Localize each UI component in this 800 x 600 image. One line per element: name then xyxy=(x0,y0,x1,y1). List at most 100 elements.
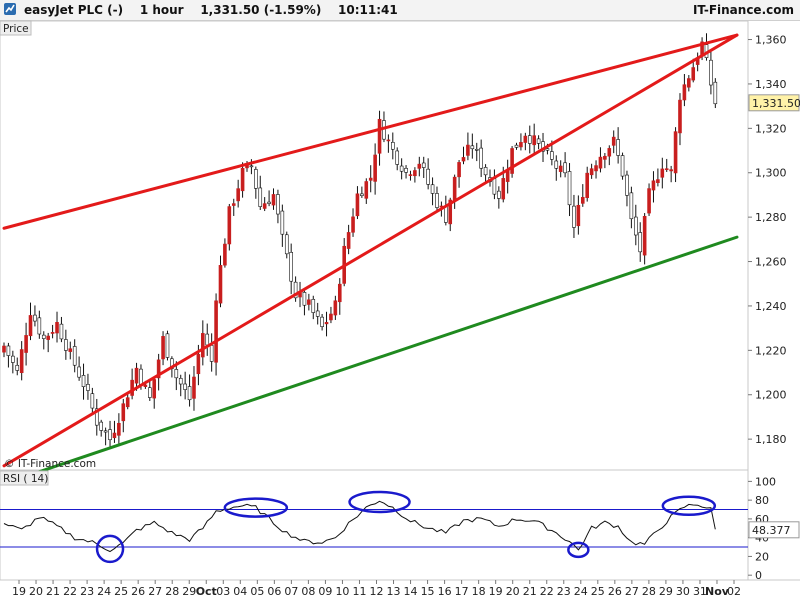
rsi-tick-label: 100 xyxy=(755,475,776,488)
price-tick-label: 1,340 xyxy=(755,78,787,91)
candle xyxy=(117,413,121,446)
time-tick-label: 09 xyxy=(318,585,332,598)
price-label-box xyxy=(0,20,32,36)
candle xyxy=(223,238,227,268)
time-tick-label: 26 xyxy=(608,585,622,598)
watermark: © IT-Finance.com xyxy=(4,458,96,470)
candle xyxy=(55,311,59,343)
chart-title-text: easyJet PLC (-) 1 hour 1,331.50 (-1.59%)… xyxy=(24,3,398,17)
rsi-value-badge: 48.377 xyxy=(752,524,791,537)
candle xyxy=(192,366,196,411)
last-price-badge-box xyxy=(748,94,800,112)
candle xyxy=(563,152,567,178)
candle xyxy=(90,387,95,415)
candle xyxy=(687,75,691,92)
candle xyxy=(532,123,536,155)
candle xyxy=(86,373,90,400)
candle xyxy=(368,165,373,193)
candle xyxy=(611,130,616,154)
candle xyxy=(284,231,289,259)
candle xyxy=(15,357,20,376)
candle xyxy=(59,316,64,343)
candle xyxy=(240,162,245,198)
time-tick-label: 12 xyxy=(370,585,384,598)
brand-label: IT-Finance.com xyxy=(692,3,794,17)
candle xyxy=(395,147,400,171)
candle xyxy=(103,427,108,446)
candle xyxy=(329,306,333,324)
candle xyxy=(483,164,488,182)
candle xyxy=(642,213,647,265)
time-tick-label: 29 xyxy=(182,585,196,598)
candle xyxy=(134,362,139,391)
time-tick-label: 23 xyxy=(80,585,94,598)
candle xyxy=(81,363,86,400)
candle xyxy=(709,51,713,95)
candle xyxy=(399,158,404,180)
candle xyxy=(37,310,42,339)
candle xyxy=(607,145,612,166)
rsi-levels xyxy=(0,509,748,548)
candle xyxy=(231,198,236,216)
rsi-panel xyxy=(0,469,749,581)
candle xyxy=(355,186,360,220)
chart-header: easyJet PLC (-) 1 hour 1,331.50 (-1.59%)… xyxy=(0,0,800,21)
price-tick-label: 1,360 xyxy=(755,34,787,47)
candle xyxy=(68,341,73,360)
time-tick-label: 03 xyxy=(216,585,230,598)
candle xyxy=(603,152,607,169)
time-tick-label: 26 xyxy=(131,585,145,598)
candle xyxy=(519,133,523,151)
trendlines xyxy=(2,33,739,477)
candle xyxy=(576,195,581,235)
time-tick-label: Nov xyxy=(705,585,730,598)
candle xyxy=(201,320,205,366)
time-tick-label: 28 xyxy=(642,585,656,598)
rsi-value-badge-box xyxy=(748,521,800,539)
candle xyxy=(183,371,187,400)
candle xyxy=(11,350,15,374)
price-tick-label: 1,320 xyxy=(755,122,787,135)
time-tick-label: 17 xyxy=(455,585,469,598)
time-tick-label: 29 xyxy=(659,585,673,598)
time-tick-label: 20 xyxy=(506,585,520,598)
rsi-label: RSI ( 14) xyxy=(3,473,48,485)
candle xyxy=(148,381,152,401)
time-tick-label: 19 xyxy=(12,585,26,598)
candle xyxy=(404,165,408,179)
price-tick-label: 1,200 xyxy=(755,389,787,402)
candle xyxy=(289,243,293,295)
candle xyxy=(373,143,377,195)
candle xyxy=(324,311,329,337)
candle xyxy=(28,302,33,341)
price-axis: 1,180 1,200 1,220 1,240 1,260 1,280 1,300 1,320… xyxy=(748,34,787,446)
time-axis: 19 20 21 22 23 24 25 26 27 28 29 Oct 03 04 05 06 07 08 09 1… xyxy=(12,580,741,598)
time-tick-label: 13 xyxy=(387,585,401,598)
time-tick-label: 15 xyxy=(421,585,435,598)
candle xyxy=(161,331,165,366)
candle xyxy=(41,331,46,350)
time-tick-label: 04 xyxy=(233,585,247,598)
candle xyxy=(19,341,24,381)
candle xyxy=(386,134,391,153)
candle xyxy=(6,342,11,368)
candle xyxy=(121,398,126,433)
candle xyxy=(523,132,528,151)
candle xyxy=(673,127,678,183)
candle xyxy=(46,332,50,353)
candle xyxy=(408,170,413,181)
upper-trend-rising xyxy=(2,33,739,468)
rsi-label-box xyxy=(0,470,49,486)
candle xyxy=(390,132,395,160)
candle xyxy=(293,276,298,302)
candle xyxy=(633,204,638,246)
time-tick-label: 22 xyxy=(540,585,554,598)
candle xyxy=(554,155,559,181)
candle xyxy=(417,156,422,177)
time-tick-label: 11 xyxy=(352,585,366,598)
time-tick-label: 23 xyxy=(557,585,571,598)
candle xyxy=(152,377,157,409)
time-tick-label: 18 xyxy=(472,585,486,598)
candle xyxy=(311,295,316,320)
